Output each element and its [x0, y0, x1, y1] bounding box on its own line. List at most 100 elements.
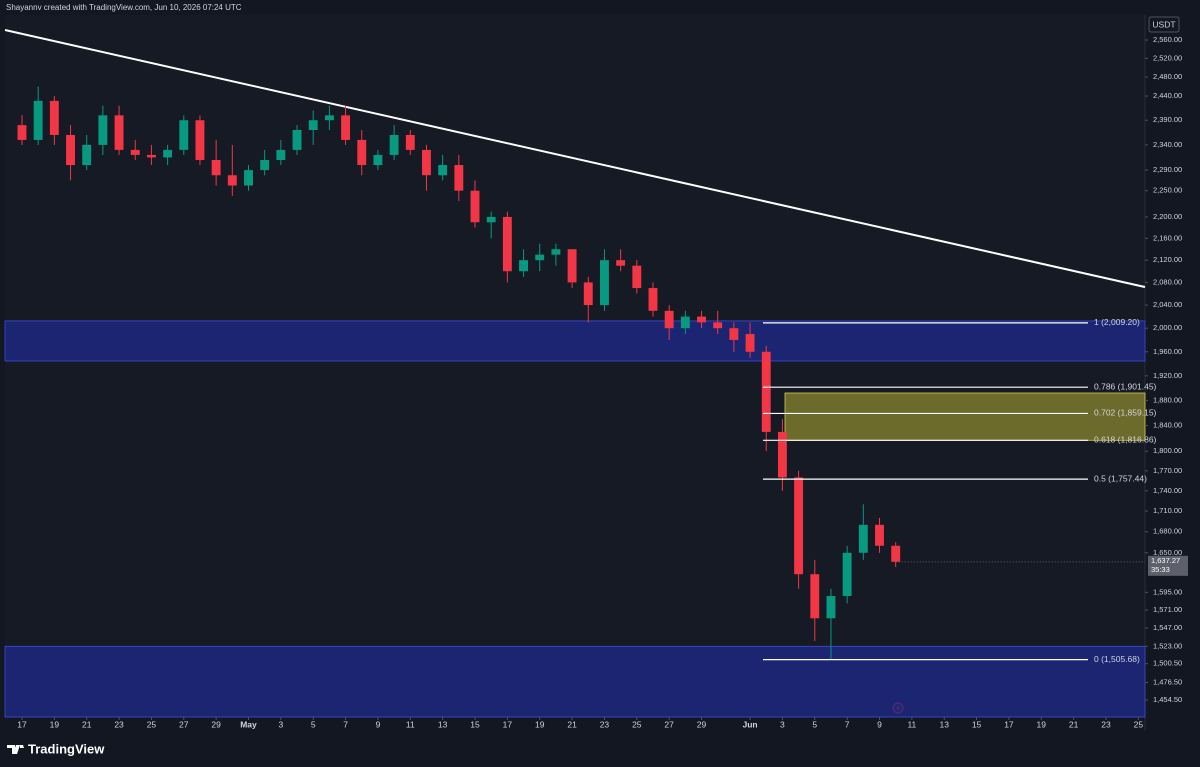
x-tick-label: 17	[503, 719, 513, 729]
candle-body	[114, 115, 124, 150]
candle-body	[470, 190, 480, 223]
credit: Shayannv created with TradingView.com, J…	[6, 3, 242, 12]
x-tick-label: 15	[972, 719, 982, 729]
x-tick-label: 17	[17, 719, 27, 729]
candle-body	[616, 260, 626, 266]
y-tick-label: 2,250.00	[1153, 186, 1182, 195]
y-tick-label: 1,476.50	[1153, 677, 1182, 686]
y-tick-label: 2,440.00	[1153, 91, 1182, 100]
plot-area	[5, 15, 1145, 717]
candle-body	[858, 524, 868, 553]
x-tick-label: 7	[343, 719, 348, 729]
logo: TradingView	[7, 741, 105, 756]
candle-body	[146, 154, 156, 158]
x-tick-label: 5	[812, 719, 817, 729]
x-tick-label: 19	[1037, 719, 1047, 729]
zone	[784, 392, 1146, 441]
candle-body	[49, 100, 59, 135]
zones	[4, 320, 1146, 718]
candle-body	[551, 249, 561, 255]
y-tick-label: 1,571.00	[1153, 605, 1182, 614]
y-tick-label: 1,920.00	[1153, 371, 1182, 380]
x-tick-label: 9	[376, 719, 381, 729]
y-tick-label: 2,120.00	[1153, 255, 1182, 264]
candle-body	[422, 149, 431, 176]
candle-body	[519, 260, 528, 272]
y-tick-label: 1,960.00	[1153, 347, 1182, 356]
fib-label: 1 (2,009.20)	[1094, 317, 1140, 327]
candle-body	[17, 125, 27, 140]
candle-body	[324, 115, 334, 121]
last-price-label: 1,637.27	[1151, 556, 1180, 565]
candle-body	[33, 100, 43, 140]
y-tick-label: 1,800.00	[1153, 446, 1182, 455]
y-tick-label: 1,840.00	[1153, 421, 1182, 430]
x-tick-label: 11	[406, 719, 415, 729]
candle-body	[697, 316, 706, 323]
candle-body	[810, 574, 820, 619]
candle-body	[195, 120, 205, 160]
candle-body	[308, 120, 318, 131]
y-tick-label: 2,000.00	[1153, 323, 1182, 332]
y-tick-label: 1,595.00	[1153, 587, 1182, 596]
candle-body	[648, 288, 658, 311]
candle-body	[777, 431, 787, 478]
candles	[17, 86, 901, 660]
candle-body	[244, 170, 253, 186]
fib-label: 0.618 (1,816.86)	[1094, 435, 1157, 445]
x-tick-label: 21	[1069, 719, 1079, 729]
fib-label: 0.786 (1,901.45)	[1094, 381, 1157, 391]
y-tick-label: 1,710.00	[1153, 506, 1182, 515]
candle-body	[680, 316, 690, 329]
y-tick-label: 1,500.50	[1153, 659, 1182, 668]
zone	[4, 645, 1146, 718]
last-price-box	[1148, 555, 1188, 576]
x-tick-label: 5	[311, 719, 316, 729]
candle-body	[632, 265, 642, 289]
candle-body	[599, 260, 609, 306]
candle-body	[891, 545, 901, 562]
candle-body	[583, 282, 593, 306]
candle-body	[842, 552, 852, 597]
candle-body	[260, 159, 270, 171]
candle-body	[761, 351, 771, 432]
y-tick-label: 1,680.00	[1153, 527, 1182, 536]
candle-body	[826, 596, 836, 619]
x-tick-label: 23	[114, 719, 124, 729]
candle-body	[292, 130, 302, 150]
candle-body	[745, 334, 755, 352]
candle-body	[227, 175, 237, 186]
x-tick-label: 19	[535, 719, 545, 729]
x-tick-label: 3	[278, 719, 283, 729]
y-tick-label: 2,390.00	[1153, 115, 1182, 124]
candle-body	[373, 154, 383, 166]
x-tick-label: 13	[939, 719, 949, 729]
candle-body	[454, 165, 464, 191]
x-tick-label: 25	[147, 719, 157, 729]
candle-body	[405, 134, 415, 150]
x-tick-label: May	[240, 719, 257, 729]
candle-body	[794, 477, 804, 575]
y-tick-label: 1,523.00	[1153, 641, 1182, 650]
y-tick-label: 2,160.00	[1153, 233, 1182, 242]
y-tick-label: 1,880.00	[1153, 395, 1182, 404]
candle-body	[486, 216, 496, 223]
y-tick-label: 1,547.00	[1153, 623, 1182, 632]
x-tick-label: 19	[50, 719, 60, 729]
candle-body	[98, 115, 108, 145]
zone	[4, 320, 1146, 362]
x-tick-label: 27	[664, 719, 674, 729]
x-tick-label: 9	[877, 719, 882, 729]
x-tick-label: 11	[907, 719, 916, 729]
x-tick-label: 17	[1004, 719, 1014, 729]
y-tick-label: 2,040.00	[1153, 300, 1182, 309]
candle-body	[875, 524, 884, 546]
fib-label: 0 (1,505.68)	[1094, 654, 1140, 664]
currency-box	[1148, 16, 1180, 33]
trendline	[4, 29, 1146, 288]
candle-body	[211, 159, 221, 176]
candle-body	[276, 149, 286, 160]
candle-body	[163, 149, 173, 158]
countdown: 35:33	[1151, 565, 1170, 574]
y-tick-label: 2,290.00	[1153, 165, 1182, 174]
